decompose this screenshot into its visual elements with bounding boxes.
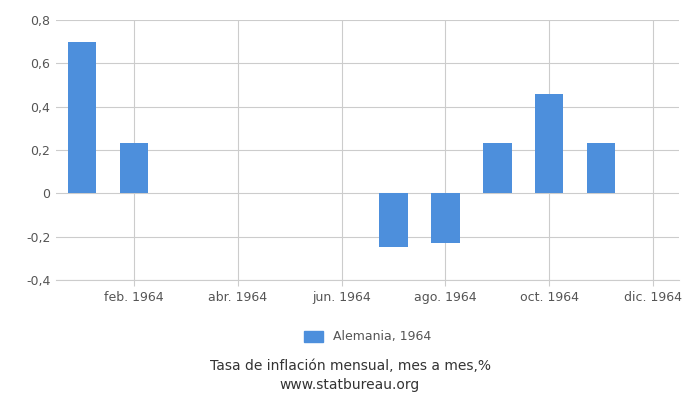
Bar [120,144,148,193]
Bar [68,42,96,193]
Bar [483,144,512,193]
Bar [431,193,460,243]
Bar [535,94,564,193]
Legend: Alemania, 1964: Alemania, 1964 [304,330,431,344]
Bar [587,144,615,193]
Text: Tasa de inflación mensual, mes a mes,%: Tasa de inflación mensual, mes a mes,% [209,359,491,373]
Bar [379,193,407,248]
Text: www.statbureau.org: www.statbureau.org [280,378,420,392]
